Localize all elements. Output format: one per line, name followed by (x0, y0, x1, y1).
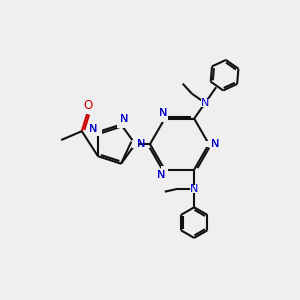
Text: N: N (190, 184, 198, 194)
Text: N: N (136, 139, 145, 149)
Text: N: N (211, 139, 219, 149)
Text: N: N (211, 139, 219, 149)
Bar (206, 141, 212, 147)
Text: N: N (88, 124, 97, 134)
Text: N: N (88, 124, 97, 134)
Bar (190, 184, 198, 193)
Bar (117, 121, 125, 128)
Text: N: N (120, 114, 128, 124)
Bar (206, 141, 212, 147)
Bar (161, 167, 168, 173)
Text: N: N (159, 108, 167, 118)
Text: O: O (83, 99, 92, 112)
Bar (83, 105, 92, 113)
Text: N: N (201, 98, 209, 108)
Text: N: N (157, 170, 165, 180)
Text: N: N (120, 114, 128, 124)
Text: N: N (136, 139, 145, 149)
Bar (201, 99, 209, 107)
Bar (94, 128, 102, 136)
Bar (94, 128, 102, 136)
Bar (161, 167, 168, 173)
Text: N: N (159, 108, 167, 118)
Bar (132, 140, 139, 148)
Bar (161, 116, 168, 122)
Bar (161, 116, 168, 122)
Bar (117, 121, 125, 128)
Bar (132, 140, 139, 148)
Text: N: N (157, 170, 165, 180)
